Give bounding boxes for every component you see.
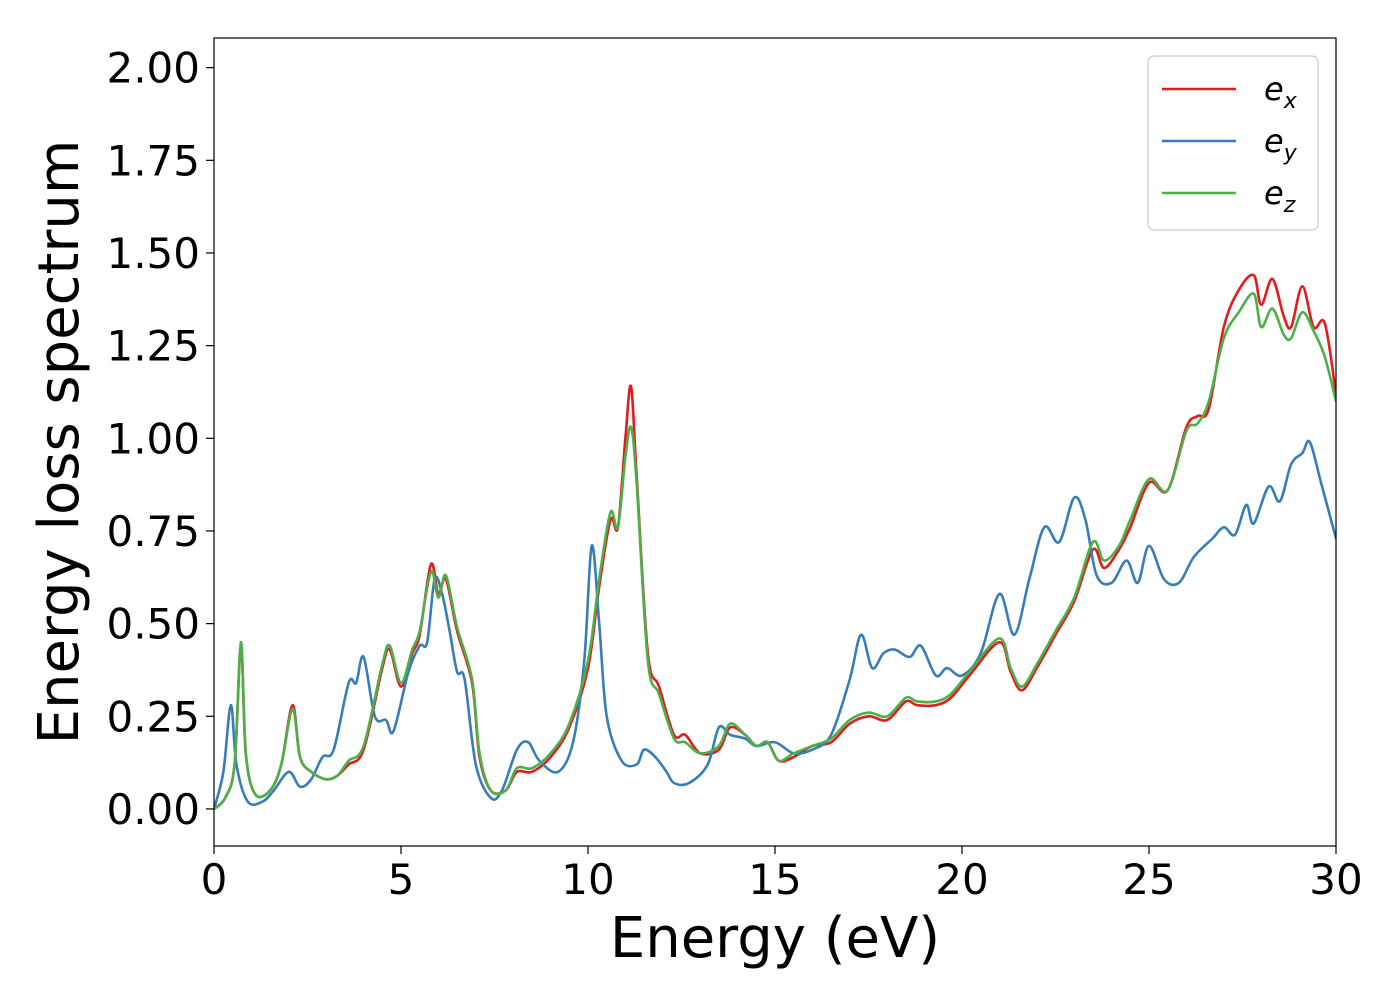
x-tick-label: 25: [1122, 855, 1175, 904]
y-axis-title: Energy loss spectrum: [27, 140, 92, 745]
y-tick-label: 0.50: [106, 600, 200, 649]
y-axis: 0.00 0.25 0.50 0.75 1.00 1.25 1.50 1.75 2.00: [106, 44, 214, 834]
x-axis-title: Energy (eV): [610, 906, 940, 971]
series-line-ez: [214, 292, 1336, 811]
legend: ex ey ez: [1147, 55, 1319, 231]
x-tick-label: 20: [935, 855, 988, 904]
y-tick-label: 0.25: [106, 692, 200, 741]
x-axis: 0 5 10 15 20 25 30: [201, 846, 1363, 904]
series-layer: [214, 273, 1336, 811]
y-tick-label: 0.75: [106, 507, 200, 556]
x-tick-label: 10: [561, 855, 614, 904]
y-tick-label: 1.00: [106, 414, 200, 463]
x-tick-label: 0: [201, 855, 228, 904]
x-tick-label: 30: [1309, 855, 1362, 904]
legend-label-ex: ex: [1264, 70, 1298, 114]
series-line-ex: [214, 273, 1336, 811]
legend-label-ey: ey: [1264, 122, 1298, 166]
legend-box: [1147, 55, 1319, 231]
y-tick-label: 2.00: [106, 44, 200, 93]
legend-label-ez: ez: [1264, 174, 1296, 218]
y-tick-label: 1.75: [106, 136, 200, 185]
y-tick-label: 1.50: [106, 229, 200, 278]
x-tick-label: 15: [748, 855, 801, 904]
y-tick-label: 1.25: [106, 322, 200, 371]
x-tick-label: 5: [388, 855, 415, 904]
y-tick-label: 0.00: [106, 785, 200, 834]
series-line-ey: [214, 439, 1336, 811]
